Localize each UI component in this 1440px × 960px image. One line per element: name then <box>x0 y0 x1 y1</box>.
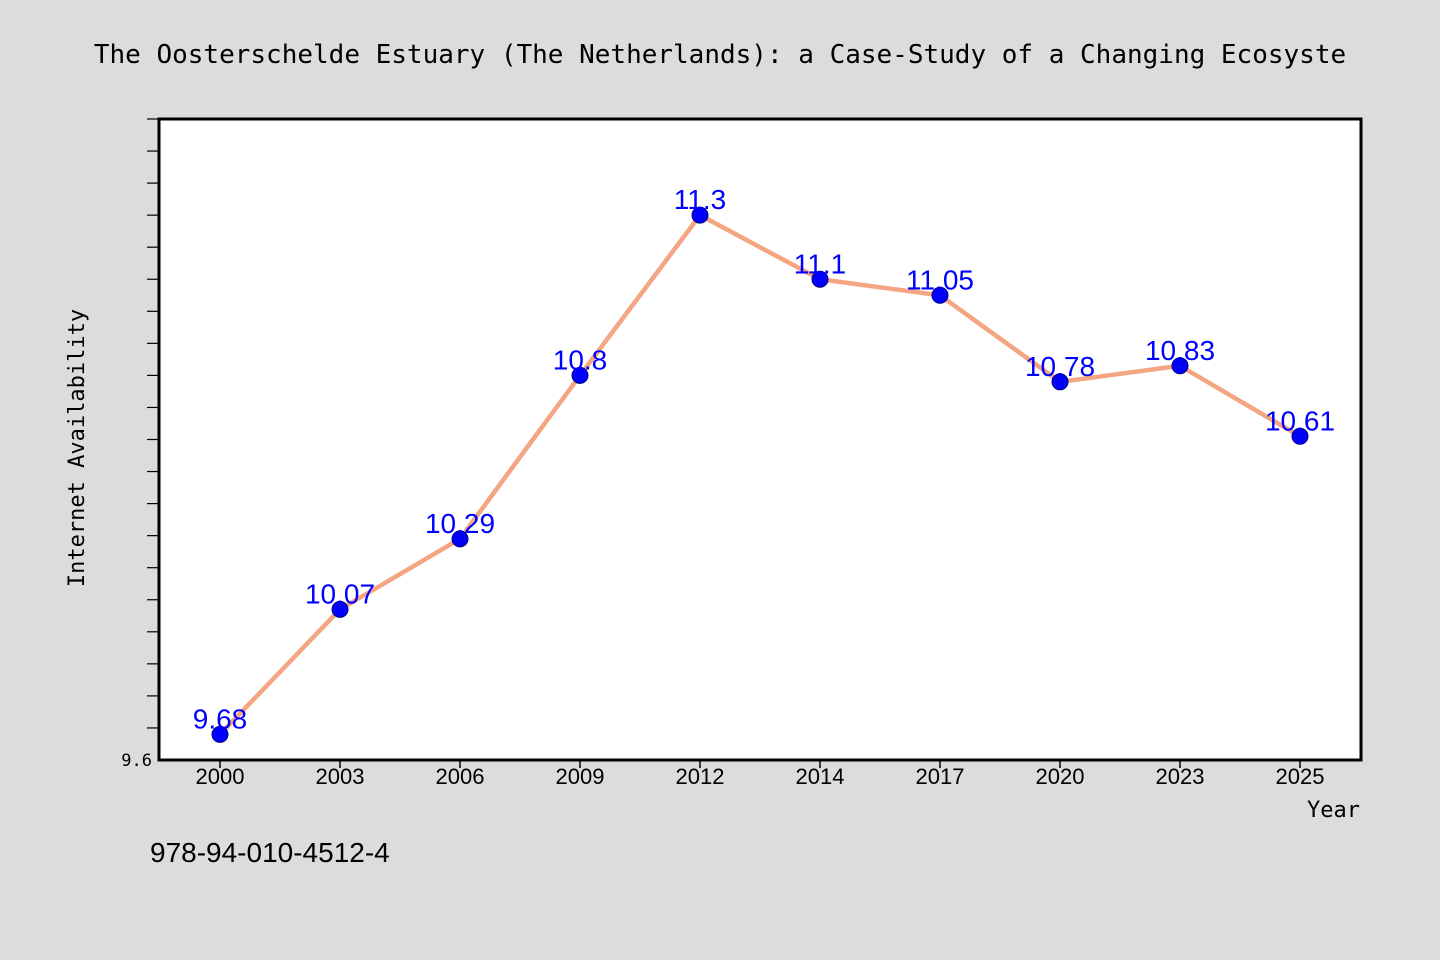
data-label: 11.05 <box>906 264 974 295</box>
data-point <box>931 286 949 304</box>
x-axis-ticks: 2000 2003 2006 2009 2012 2014 2017 2020 2023 2025 <box>196 760 1325 789</box>
x-tick-label: 2020 <box>1036 764 1085 789</box>
data-label: 10.83 <box>1145 335 1215 366</box>
x-tick-label: 2003 <box>316 764 365 789</box>
y-axis-ticks: 9.6 <box>121 118 159 771</box>
x-tick-label: 2025 <box>1276 764 1325 789</box>
data-label: 10.29 <box>425 508 495 539</box>
series-line <box>218 212 1302 736</box>
data-point <box>571 366 589 384</box>
footnote-isbn: 978-94-010-4512-4 <box>150 837 390 868</box>
x-tick-label: 2000 <box>196 764 245 789</box>
data-point <box>1051 373 1069 391</box>
data-point <box>451 530 469 548</box>
data-point <box>1291 427 1309 445</box>
data-label: 10.61 <box>1265 405 1335 436</box>
data-label: 10.8 <box>553 344 608 375</box>
y-tick-label: 9.6 <box>121 751 152 771</box>
data-label: 9.68 <box>193 703 248 734</box>
data-labels-layer: 9.68 10.07 10.29 10.8 11.3 11.1 11.05 10.78 10.8… <box>193 184 1335 734</box>
data-point <box>691 206 709 224</box>
y-axis-label: Internet Availability <box>65 309 90 587</box>
data-point <box>811 270 829 288</box>
data-label: 10.78 <box>1025 351 1095 382</box>
x-tick-label: 2023 <box>1156 764 1205 789</box>
x-axis-label: Year <box>1307 798 1360 823</box>
data-label: 11.1 <box>794 248 846 279</box>
x-tick-label: 2006 <box>436 764 485 789</box>
data-point <box>211 725 229 743</box>
x-tick-label: 2017 <box>916 764 965 789</box>
data-point <box>1171 357 1189 375</box>
x-tick-label: 2014 <box>796 764 845 789</box>
data-label: 11.3 <box>674 184 726 215</box>
data-label: 10.07 <box>305 578 375 609</box>
plot-area <box>157 117 1363 762</box>
x-tick-label: 2009 <box>556 764 605 789</box>
series-layer <box>211 206 1309 743</box>
x-tick-label: 2012 <box>676 764 725 789</box>
chart-title: The Oosterschelde Estuary (The Netherlan… <box>94 40 1346 70</box>
data-point <box>331 600 349 618</box>
